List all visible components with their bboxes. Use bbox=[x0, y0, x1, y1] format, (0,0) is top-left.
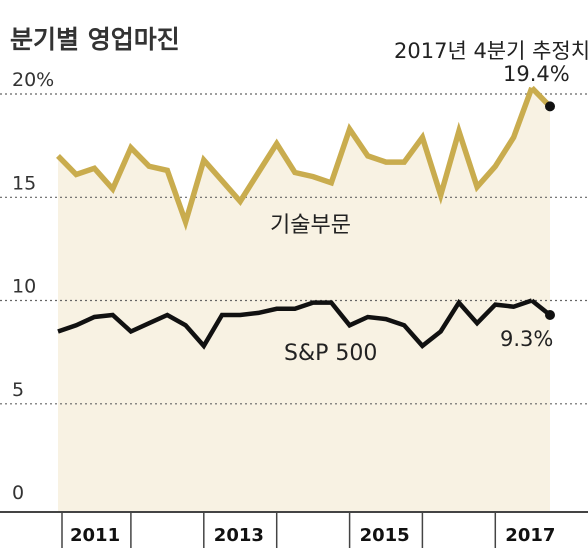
y-tick-label: 20% bbox=[12, 69, 54, 91]
y-tick-label: 10 bbox=[12, 276, 36, 298]
x-tick-label: 2015 bbox=[360, 525, 410, 546]
estimate-label: 2017년 4분기 추정치 bbox=[394, 39, 588, 63]
chart-title: 분기별 영업마진 bbox=[10, 25, 180, 54]
y-tick-label: 5 bbox=[12, 379, 24, 401]
x-tick-label: 2017 bbox=[505, 525, 555, 546]
sp-end-value-label: 9.3% bbox=[500, 327, 553, 351]
tech-end-value-label: 19.4% bbox=[503, 62, 570, 86]
y-tick-label: 0 bbox=[12, 482, 24, 504]
tech-area-fill bbox=[58, 87, 550, 513]
tech-series-line bbox=[56, 86, 535, 231]
y-axis-ticks: 20% 15 10 5 0 bbox=[12, 69, 54, 504]
gridlines bbox=[0, 93, 588, 405]
tech-series-label: 기술부문 bbox=[270, 213, 351, 238]
sp-end-marker bbox=[545, 310, 555, 320]
y-tick-label: 15 bbox=[12, 172, 36, 194]
sp-series-label: S&P 500 bbox=[284, 341, 377, 366]
sp-series-line bbox=[57, 298, 533, 350]
end-markers bbox=[545, 101, 555, 320]
x-tick-label: 2013 bbox=[214, 525, 264, 546]
x-tick-label: 2011 bbox=[70, 525, 120, 546]
x-axis-ticks: 2011 2013 2015 2017 bbox=[61, 512, 555, 548]
tech-end-marker bbox=[545, 101, 555, 112]
